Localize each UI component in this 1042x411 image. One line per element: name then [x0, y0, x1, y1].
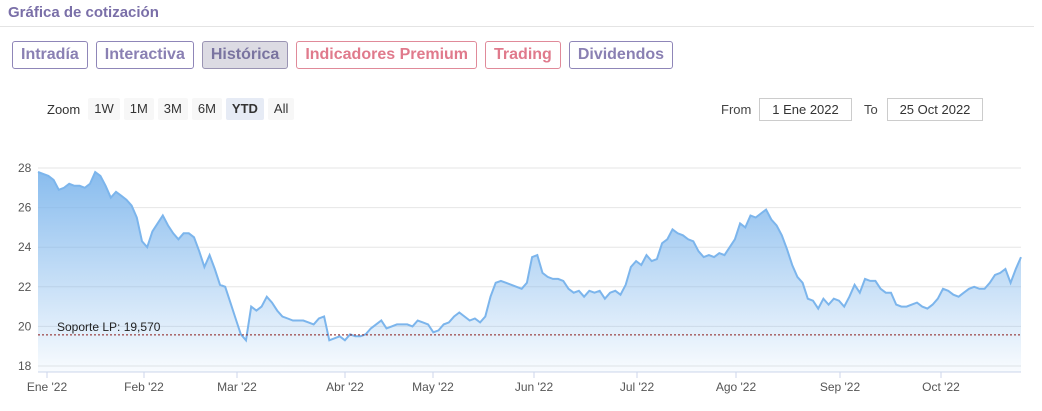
zoom-selector: Zoom 1W 1M 3M 6M YTD All	[47, 98, 295, 120]
zoom-all-button[interactable]: All	[267, 98, 295, 120]
x-tick-label: Ene '22	[27, 380, 68, 394]
x-tick-label: Ago '22	[716, 380, 757, 394]
y-tick-label: 26	[18, 201, 32, 215]
x-tick-label: May '22	[412, 380, 454, 394]
y-tick-label: 22	[18, 280, 32, 294]
tab-intradia[interactable]: Intradía	[12, 41, 88, 69]
x-tick-label: Jul '22	[620, 380, 655, 394]
zoom-3m-button[interactable]: 3M	[157, 98, 188, 120]
y-tick-label: 20	[18, 319, 32, 333]
tab-dividendos[interactable]: Dividendos	[568, 41, 674, 69]
x-tick-label: Abr '22	[326, 380, 364, 394]
support-label: Soporte LP: 19,570	[57, 320, 161, 334]
tab-interactiva[interactable]: Interactiva	[95, 41, 194, 69]
price-line	[37, 170, 1022, 343]
y-axis: 18 20 22 24 26 28	[18, 161, 32, 373]
y-tick-label: 28	[18, 161, 32, 175]
x-tick-label: Sep '22	[820, 380, 861, 394]
to-label: To	[864, 102, 878, 117]
y-tick-label: 18	[18, 359, 32, 373]
page-title: Gráfica de cotización	[8, 4, 159, 21]
zoom-1w-button[interactable]: 1W	[88, 98, 120, 120]
zoom-label: Zoom	[47, 101, 81, 117]
tab-indicadores-premium[interactable]: Indicadores Premium	[296, 41, 478, 69]
to-date-input[interactable]: 25 Oct 2022	[887, 98, 983, 121]
y-tick-label: 24	[18, 240, 32, 254]
zoom-ytd-button[interactable]: YTD	[225, 98, 264, 120]
title-divider	[0, 26, 1034, 27]
tab-historica[interactable]: Histórica	[201, 41, 289, 69]
zoom-6m-button[interactable]: 6M	[191, 98, 222, 120]
x-tick-label: Feb '22	[124, 380, 164, 394]
x-tick-label: Jun '22	[515, 380, 554, 394]
tab-trading[interactable]: Trading	[485, 41, 561, 69]
x-tick-label: Mar '22	[217, 380, 257, 394]
chart-tabs: Intradía Interactiva Histórica Indicador…	[12, 41, 674, 69]
from-date-input[interactable]: 1 Ene 2022	[759, 98, 852, 121]
from-label: From	[721, 102, 752, 117]
zoom-1m-button[interactable]: 1M	[123, 98, 154, 120]
x-axis: Ene '22 Feb '22 Mar '22 Abr '22 May '22 Jun '…	[27, 371, 1021, 394]
x-tick-label: Oct '22	[922, 380, 960, 394]
